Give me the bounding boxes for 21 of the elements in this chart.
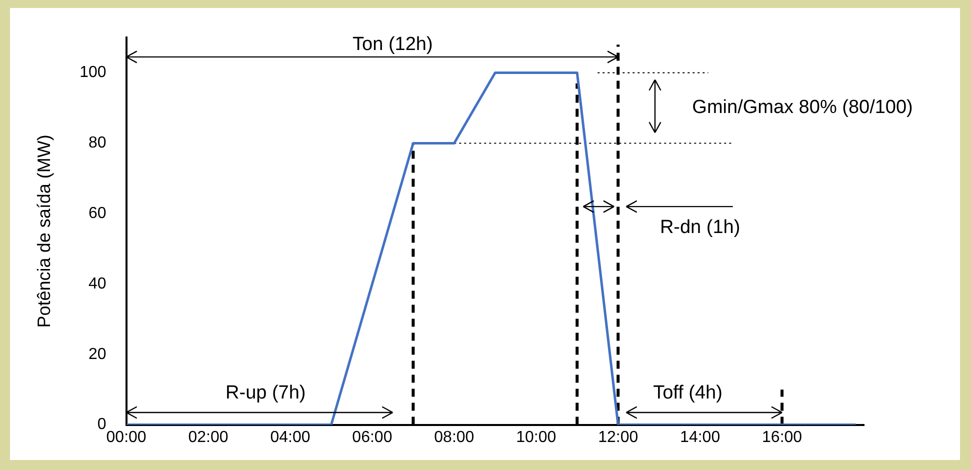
x-tick-label: 12:00 [598, 428, 638, 446]
annotation: Toff (4h) [653, 382, 722, 404]
y-axis-title: Potência de saída (MW) [34, 134, 54, 328]
x-tick-label: 08:00 [434, 428, 474, 446]
y-tick-label: 100 [80, 64, 106, 82]
annotation: R-up (7h) [226, 382, 306, 404]
y-tick-label: 60 [88, 205, 106, 222]
annotation: Gmin/Gmax 80% (80/100) [692, 97, 913, 118]
annotation: R-dn (1h) [660, 216, 740, 238]
annotation: Ton (12h) [352, 34, 433, 55]
y-tick-label: 20 [88, 346, 106, 363]
x-tick-label: 04:00 [270, 428, 310, 446]
x-tick-label: 02:00 [188, 428, 228, 446]
x-tick-label: 10:00 [516, 428, 556, 446]
x-tick-label: 16:00 [762, 428, 802, 446]
x-tick-label: 00:00 [106, 428, 146, 446]
x-tick-label: 14:00 [680, 428, 720, 446]
y-tick-label: 0 [97, 416, 106, 434]
y-tick-label: 80 [88, 134, 106, 152]
x-tick-label: 06:00 [352, 428, 392, 446]
y-tick-label: 40 [88, 275, 106, 292]
